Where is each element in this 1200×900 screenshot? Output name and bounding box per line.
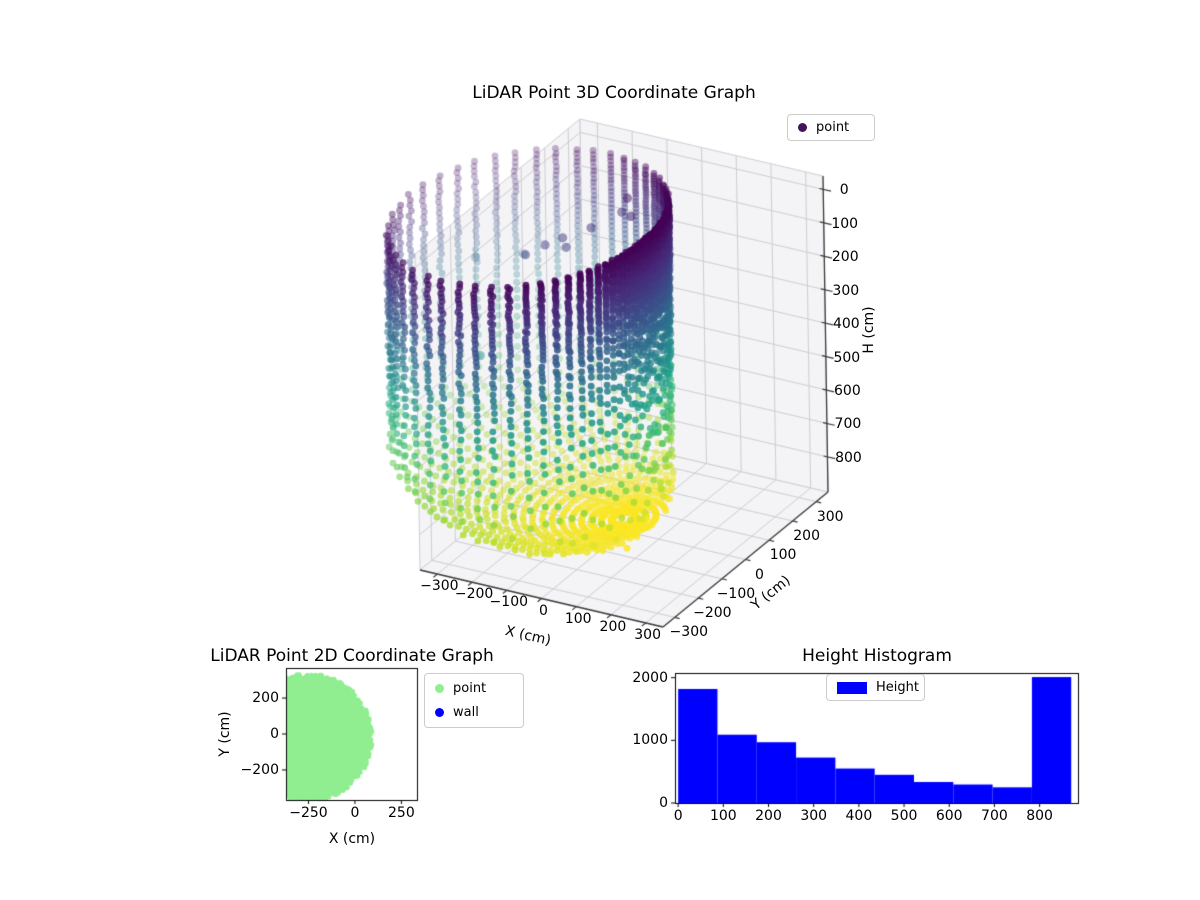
tick-label: 600 bbox=[935, 808, 963, 824]
plot2d-title: LiDAR Point 2D Coordinate Graph bbox=[210, 646, 494, 666]
tick-label: −200 bbox=[454, 586, 494, 603]
tick-label: 0 bbox=[270, 726, 279, 742]
legend-label: point bbox=[453, 681, 487, 696]
tick-label: 0 bbox=[659, 795, 668, 811]
legend-label: Height bbox=[876, 680, 919, 695]
tick-label: 600 bbox=[834, 383, 861, 399]
plot2d-yaxis-label: Y (cm) bbox=[217, 711, 233, 757]
tick-label: 700 bbox=[981, 808, 1008, 824]
legend-item-wall-2d: wall bbox=[435, 701, 513, 725]
wall-marker-icon bbox=[435, 708, 444, 717]
tick-label: 500 bbox=[833, 349, 861, 366]
legend-label: wall bbox=[453, 705, 479, 720]
plot3d-title: LiDAR Point 3D Coordinate Graph bbox=[472, 83, 756, 103]
tick-label: 300 bbox=[816, 508, 844, 525]
tick-label: 800 bbox=[1026, 808, 1053, 824]
plot3d-legend: point bbox=[787, 114, 875, 141]
plot2d-xaxis-label: X (cm) bbox=[328, 831, 376, 847]
tick-label: −200 bbox=[693, 605, 732, 622]
tick-label: 2000 bbox=[632, 669, 668, 686]
tick-label: 800 bbox=[835, 449, 862, 466]
tick-label: 100 bbox=[769, 547, 797, 564]
plot3d-haxis-label: H (cm) bbox=[861, 306, 877, 354]
tick-label: 300 bbox=[634, 626, 662, 643]
tick-label: 200 bbox=[599, 618, 627, 635]
tick-label: −300 bbox=[420, 578, 459, 595]
tick-label: 250 bbox=[388, 805, 415, 821]
tick-label: 500 bbox=[890, 808, 918, 824]
tick-label: 0 bbox=[839, 182, 849, 199]
tick-label: 100 bbox=[709, 808, 737, 824]
tick-label: 100 bbox=[831, 215, 859, 232]
tick-label: 0 bbox=[539, 602, 548, 619]
tick-label: 200 bbox=[793, 527, 821, 544]
tick-label: 400 bbox=[832, 316, 860, 333]
legend-item-point-3d: point bbox=[798, 117, 864, 138]
plot2d-legend: point wall bbox=[424, 673, 524, 728]
tick-label: 100 bbox=[564, 610, 592, 627]
legend-label: point bbox=[816, 120, 850, 135]
legend-item-point-2d: point bbox=[435, 677, 513, 701]
height-swatch-icon bbox=[837, 681, 867, 694]
tick-label: −300 bbox=[669, 624, 709, 641]
histogram-legend: Height bbox=[826, 674, 925, 701]
tick-label: 0 bbox=[673, 808, 683, 824]
tick-label: −200 bbox=[240, 761, 279, 778]
tick-label: 200 bbox=[252, 690, 279, 707]
tick-label: −100 bbox=[489, 594, 529, 611]
point-marker-icon bbox=[435, 684, 444, 693]
tick-label: 400 bbox=[845, 808, 873, 824]
point-marker-icon bbox=[798, 123, 807, 132]
tick-label: 200 bbox=[755, 808, 782, 824]
tick-label: −100 bbox=[716, 585, 756, 602]
tick-label: 700 bbox=[834, 416, 862, 433]
tick-label: 300 bbox=[800, 808, 828, 824]
histogram-title: Height Histogram bbox=[802, 646, 952, 666]
tick-label: 0 bbox=[350, 805, 360, 821]
tick-label: 300 bbox=[832, 282, 860, 299]
tick-label: 1000 bbox=[632, 732, 668, 749]
tick-label: 200 bbox=[831, 249, 859, 266]
legend-item-height: Height bbox=[837, 677, 919, 698]
tick-label: −250 bbox=[289, 805, 328, 821]
tick-label: 0 bbox=[755, 566, 764, 583]
